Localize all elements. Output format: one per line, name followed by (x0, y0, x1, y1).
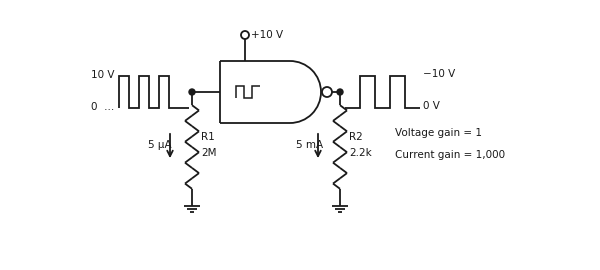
Text: 2.2k: 2.2k (349, 148, 372, 158)
Text: Current gain = 1,000: Current gain = 1,000 (395, 150, 505, 160)
Circle shape (322, 87, 332, 97)
Circle shape (189, 89, 195, 95)
Text: Voltage gain = 1: Voltage gain = 1 (395, 128, 482, 138)
Text: 2M: 2M (201, 148, 217, 158)
Text: −10 V: −10 V (423, 69, 455, 79)
Text: 0  …: 0 … (91, 102, 115, 112)
Text: 0 V: 0 V (423, 101, 440, 111)
Circle shape (241, 31, 249, 39)
Text: 5 μA: 5 μA (148, 140, 172, 150)
Text: R2: R2 (349, 132, 363, 142)
Text: 10 V: 10 V (91, 70, 115, 80)
Text: 5 mA: 5 mA (296, 140, 323, 150)
Text: R1: R1 (201, 132, 215, 142)
Circle shape (337, 89, 343, 95)
Text: +10 V: +10 V (251, 30, 283, 40)
